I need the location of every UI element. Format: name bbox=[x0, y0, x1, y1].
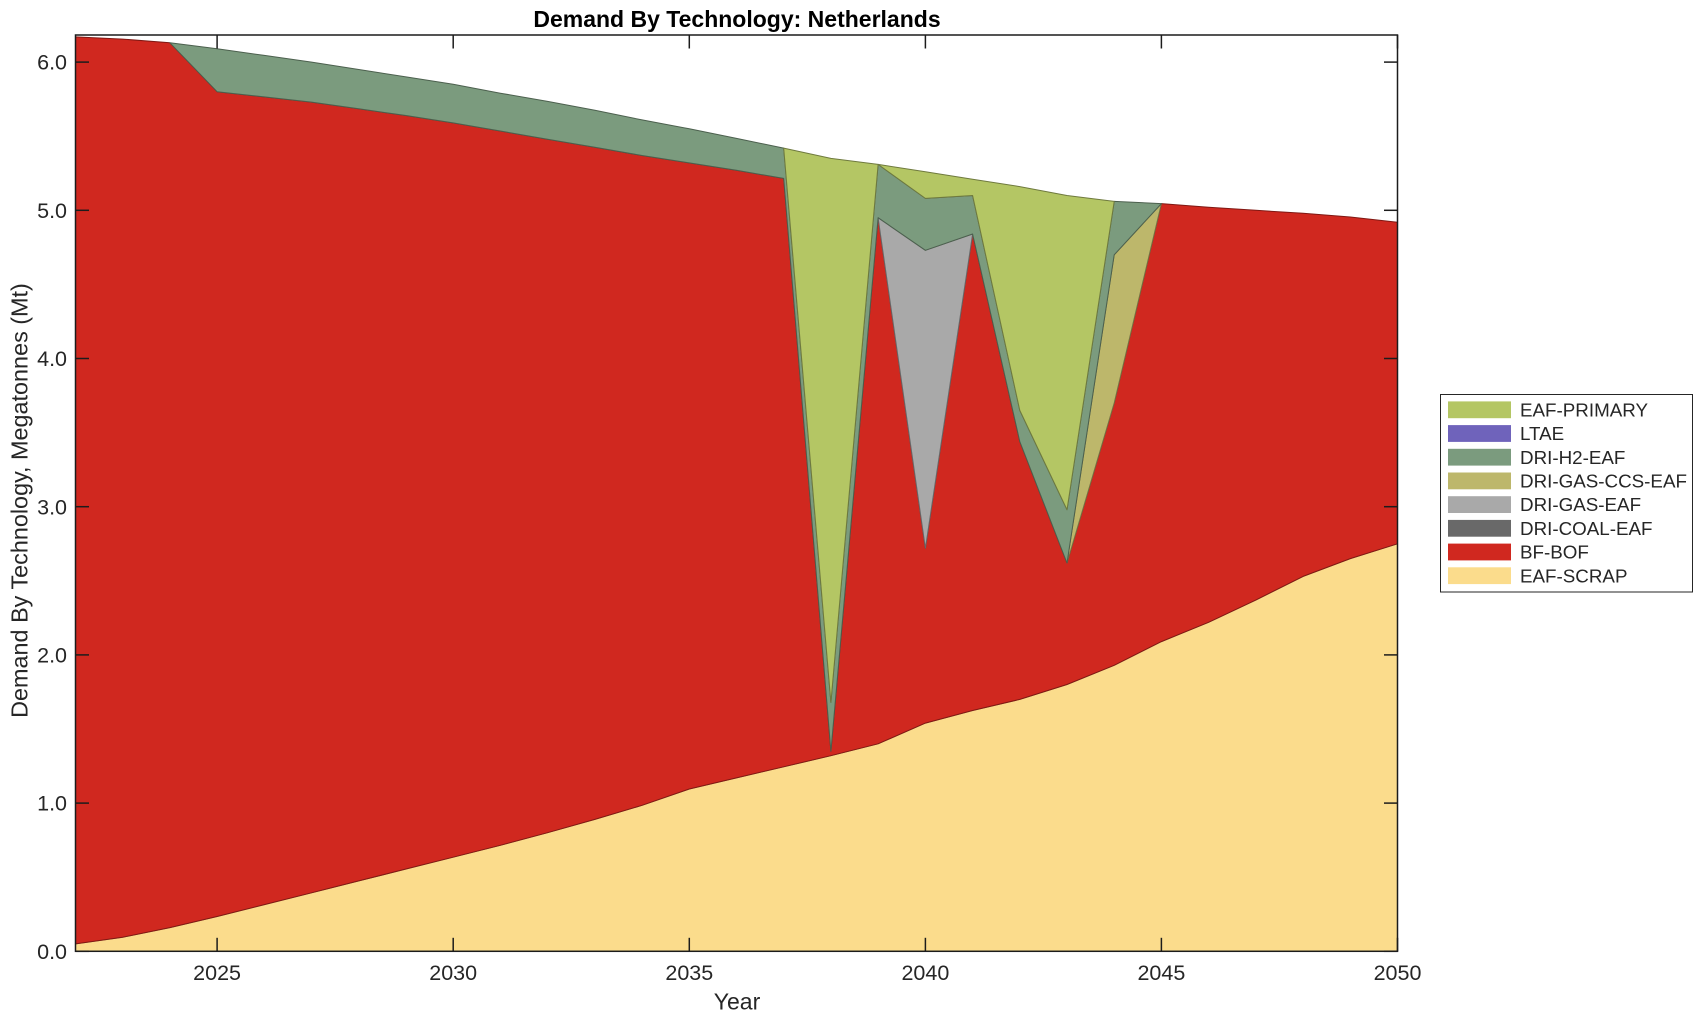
svg-text:Year: Year bbox=[714, 989, 761, 1015]
svg-text:6.0: 6.0 bbox=[37, 51, 67, 75]
svg-text:3.0: 3.0 bbox=[37, 495, 67, 519]
svg-text:2030: 2030 bbox=[429, 961, 477, 985]
svg-text:EAF-PRIMARY: EAF-PRIMARY bbox=[1520, 399, 1648, 420]
svg-text:0.0: 0.0 bbox=[37, 940, 67, 964]
svg-text:4.0: 4.0 bbox=[37, 347, 67, 371]
svg-text:DRI-GAS-CCS-EAF: DRI-GAS-CCS-EAF bbox=[1520, 471, 1687, 492]
svg-text:2.0: 2.0 bbox=[37, 644, 67, 668]
svg-text:2025: 2025 bbox=[193, 961, 241, 985]
svg-text:DRI-COAL-EAF: DRI-COAL-EAF bbox=[1520, 518, 1653, 539]
svg-text:DRI-GAS-EAF: DRI-GAS-EAF bbox=[1520, 494, 1641, 515]
svg-text:Demand By Technology: Netherla: Demand By Technology: Netherlands bbox=[533, 6, 940, 32]
svg-text:BF-BOF: BF-BOF bbox=[1520, 542, 1589, 563]
svg-text:2040: 2040 bbox=[901, 961, 949, 985]
svg-text:DRI-H2-EAF: DRI-H2-EAF bbox=[1520, 447, 1625, 468]
svg-text:2045: 2045 bbox=[1137, 961, 1185, 985]
svg-text:5.0: 5.0 bbox=[37, 199, 67, 223]
svg-text:Demand By Technology, Megatonn: Demand By Technology, Megatonnes (Mt) bbox=[7, 283, 33, 718]
svg-text:LTAE: LTAE bbox=[1520, 423, 1564, 444]
svg-text:2050: 2050 bbox=[1374, 961, 1422, 985]
svg-text:EAF-SCRAP: EAF-SCRAP bbox=[1520, 565, 1628, 586]
svg-text:2035: 2035 bbox=[665, 961, 713, 985]
svg-text:1.0: 1.0 bbox=[37, 792, 67, 816]
